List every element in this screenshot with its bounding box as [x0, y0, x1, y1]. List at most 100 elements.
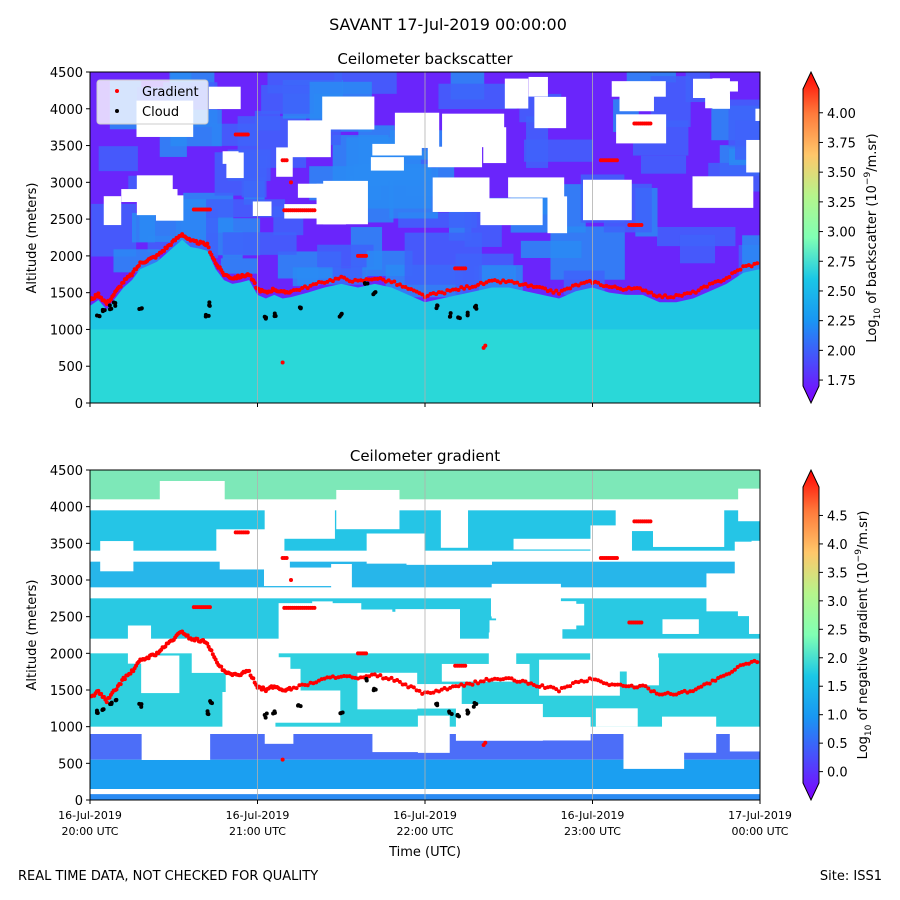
cloud-point	[455, 713, 460, 718]
gradient-point	[744, 661, 749, 666]
gradient-xlabel: Time (UTC)	[388, 845, 461, 860]
gradient-point	[305, 286, 310, 291]
cloud-point	[97, 314, 102, 319]
y-tick-label: 4000	[50, 103, 83, 118]
gradient-point	[696, 288, 701, 293]
y-tick-label: 3500	[50, 140, 83, 155]
gradient-point	[568, 684, 573, 689]
cloud-point	[338, 711, 343, 716]
gradient-point	[114, 687, 119, 692]
gradient-point	[330, 279, 335, 284]
colorbar-tick-label: 3.25	[827, 196, 856, 211]
gradient-point	[476, 681, 481, 686]
gradient-point	[420, 292, 425, 297]
gradient-point	[161, 248, 166, 253]
cloud-point	[435, 703, 440, 708]
gradient-point	[284, 556, 289, 560]
gradient-point	[646, 290, 651, 295]
cloud-point	[296, 703, 301, 708]
gradient-point	[392, 279, 397, 284]
gradient-point	[245, 530, 250, 535]
gradient-field	[90, 470, 760, 800]
gradient-point	[358, 675, 363, 680]
gradient-point	[730, 669, 735, 674]
cloud-point	[434, 306, 439, 311]
cloud-point	[207, 300, 212, 305]
footer-site: Site: ISS1	[819, 869, 882, 884]
gradient-point	[364, 674, 369, 679]
colorbar-tick-label: 1.75	[827, 374, 856, 389]
gradient-point	[312, 605, 317, 610]
gradient-point	[431, 690, 436, 695]
y-tick-label: 1500	[50, 287, 83, 302]
x-tick-label-time: 23:00 UTC	[564, 825, 621, 838]
gradient-point	[481, 679, 486, 684]
gradient-point	[372, 276, 377, 281]
cloud-point	[272, 314, 277, 319]
gradient-point	[219, 664, 224, 669]
cloud-point	[264, 711, 269, 716]
gradient-point	[732, 667, 737, 672]
y-tick-label: 1000	[50, 323, 83, 338]
gradient-point	[209, 648, 214, 653]
gradient-point	[671, 295, 676, 300]
gradient-point	[509, 676, 514, 681]
gradient-point	[252, 281, 257, 286]
colorbar-tick-label: 2.50	[827, 285, 856, 300]
gradient-point	[99, 691, 104, 696]
colorbar-tick-label: 1.0	[827, 709, 848, 724]
x-tick-label-date: 16-Jul-2019	[226, 809, 290, 822]
gradient-ylabel: Altitude (meters)	[25, 580, 40, 691]
cloud-point	[113, 698, 118, 703]
gradient-point	[646, 686, 651, 691]
x-tick-label-time: 00:00 UTC	[731, 825, 788, 838]
gradient-point	[294, 686, 299, 691]
gradient-point	[663, 293, 668, 298]
cloud-point	[297, 305, 302, 310]
gradient-point	[649, 290, 654, 295]
gradient-point	[637, 286, 642, 291]
y-tick-label: 2500	[50, 611, 83, 626]
gradient-point	[205, 241, 210, 246]
gradient-point	[648, 519, 653, 524]
gradient-point	[118, 284, 123, 289]
legend: Gradient Cloud	[96, 79, 209, 125]
gradient-point	[378, 673, 383, 678]
backscatter-colorbar: 1.75 2.00 2.25 2.50 2.75 3.00 3.25 3.50 3.75 4.00	[802, 70, 856, 405]
y-tick-label: 500	[58, 757, 83, 772]
colorbar-tick-label: 2.5	[827, 623, 848, 638]
cloud-point	[474, 303, 479, 308]
panel-title-backscatter: Ceilometer backscatter	[337, 50, 513, 68]
gradient-point	[128, 671, 133, 676]
gradient-point	[523, 679, 528, 684]
cloud-point	[109, 306, 114, 311]
gradient-point	[727, 671, 732, 676]
gradient-point	[289, 687, 293, 692]
gradient-point	[483, 343, 488, 348]
cloud-point	[465, 312, 470, 317]
gradient-point	[534, 284, 539, 289]
gradient-point	[136, 263, 141, 268]
cloud-point	[447, 314, 452, 319]
gradient-point	[463, 266, 468, 271]
gradient-point	[163, 644, 168, 649]
gradient-point	[372, 672, 377, 677]
gradient-point	[629, 683, 634, 688]
gradient-point	[755, 660, 760, 665]
gradient-point	[111, 292, 116, 297]
y-tick-label: 500	[58, 360, 83, 375]
backscatter-markers	[90, 72, 760, 403]
backscatter-x-axis	[89, 403, 761, 407]
gradient-markers	[90, 470, 760, 800]
gradient-point	[289, 180, 293, 185]
cloud-point	[210, 701, 215, 706]
gradient-point	[568, 286, 573, 291]
cloud-point	[107, 303, 112, 308]
cloud-point	[448, 311, 453, 316]
backscatter-colorbar-body	[802, 70, 820, 405]
gradient-point	[557, 291, 561, 296]
gradient-point	[364, 253, 369, 258]
gradient-point	[651, 689, 656, 694]
gradient-point	[614, 556, 619, 560]
gradient-point	[205, 641, 210, 646]
